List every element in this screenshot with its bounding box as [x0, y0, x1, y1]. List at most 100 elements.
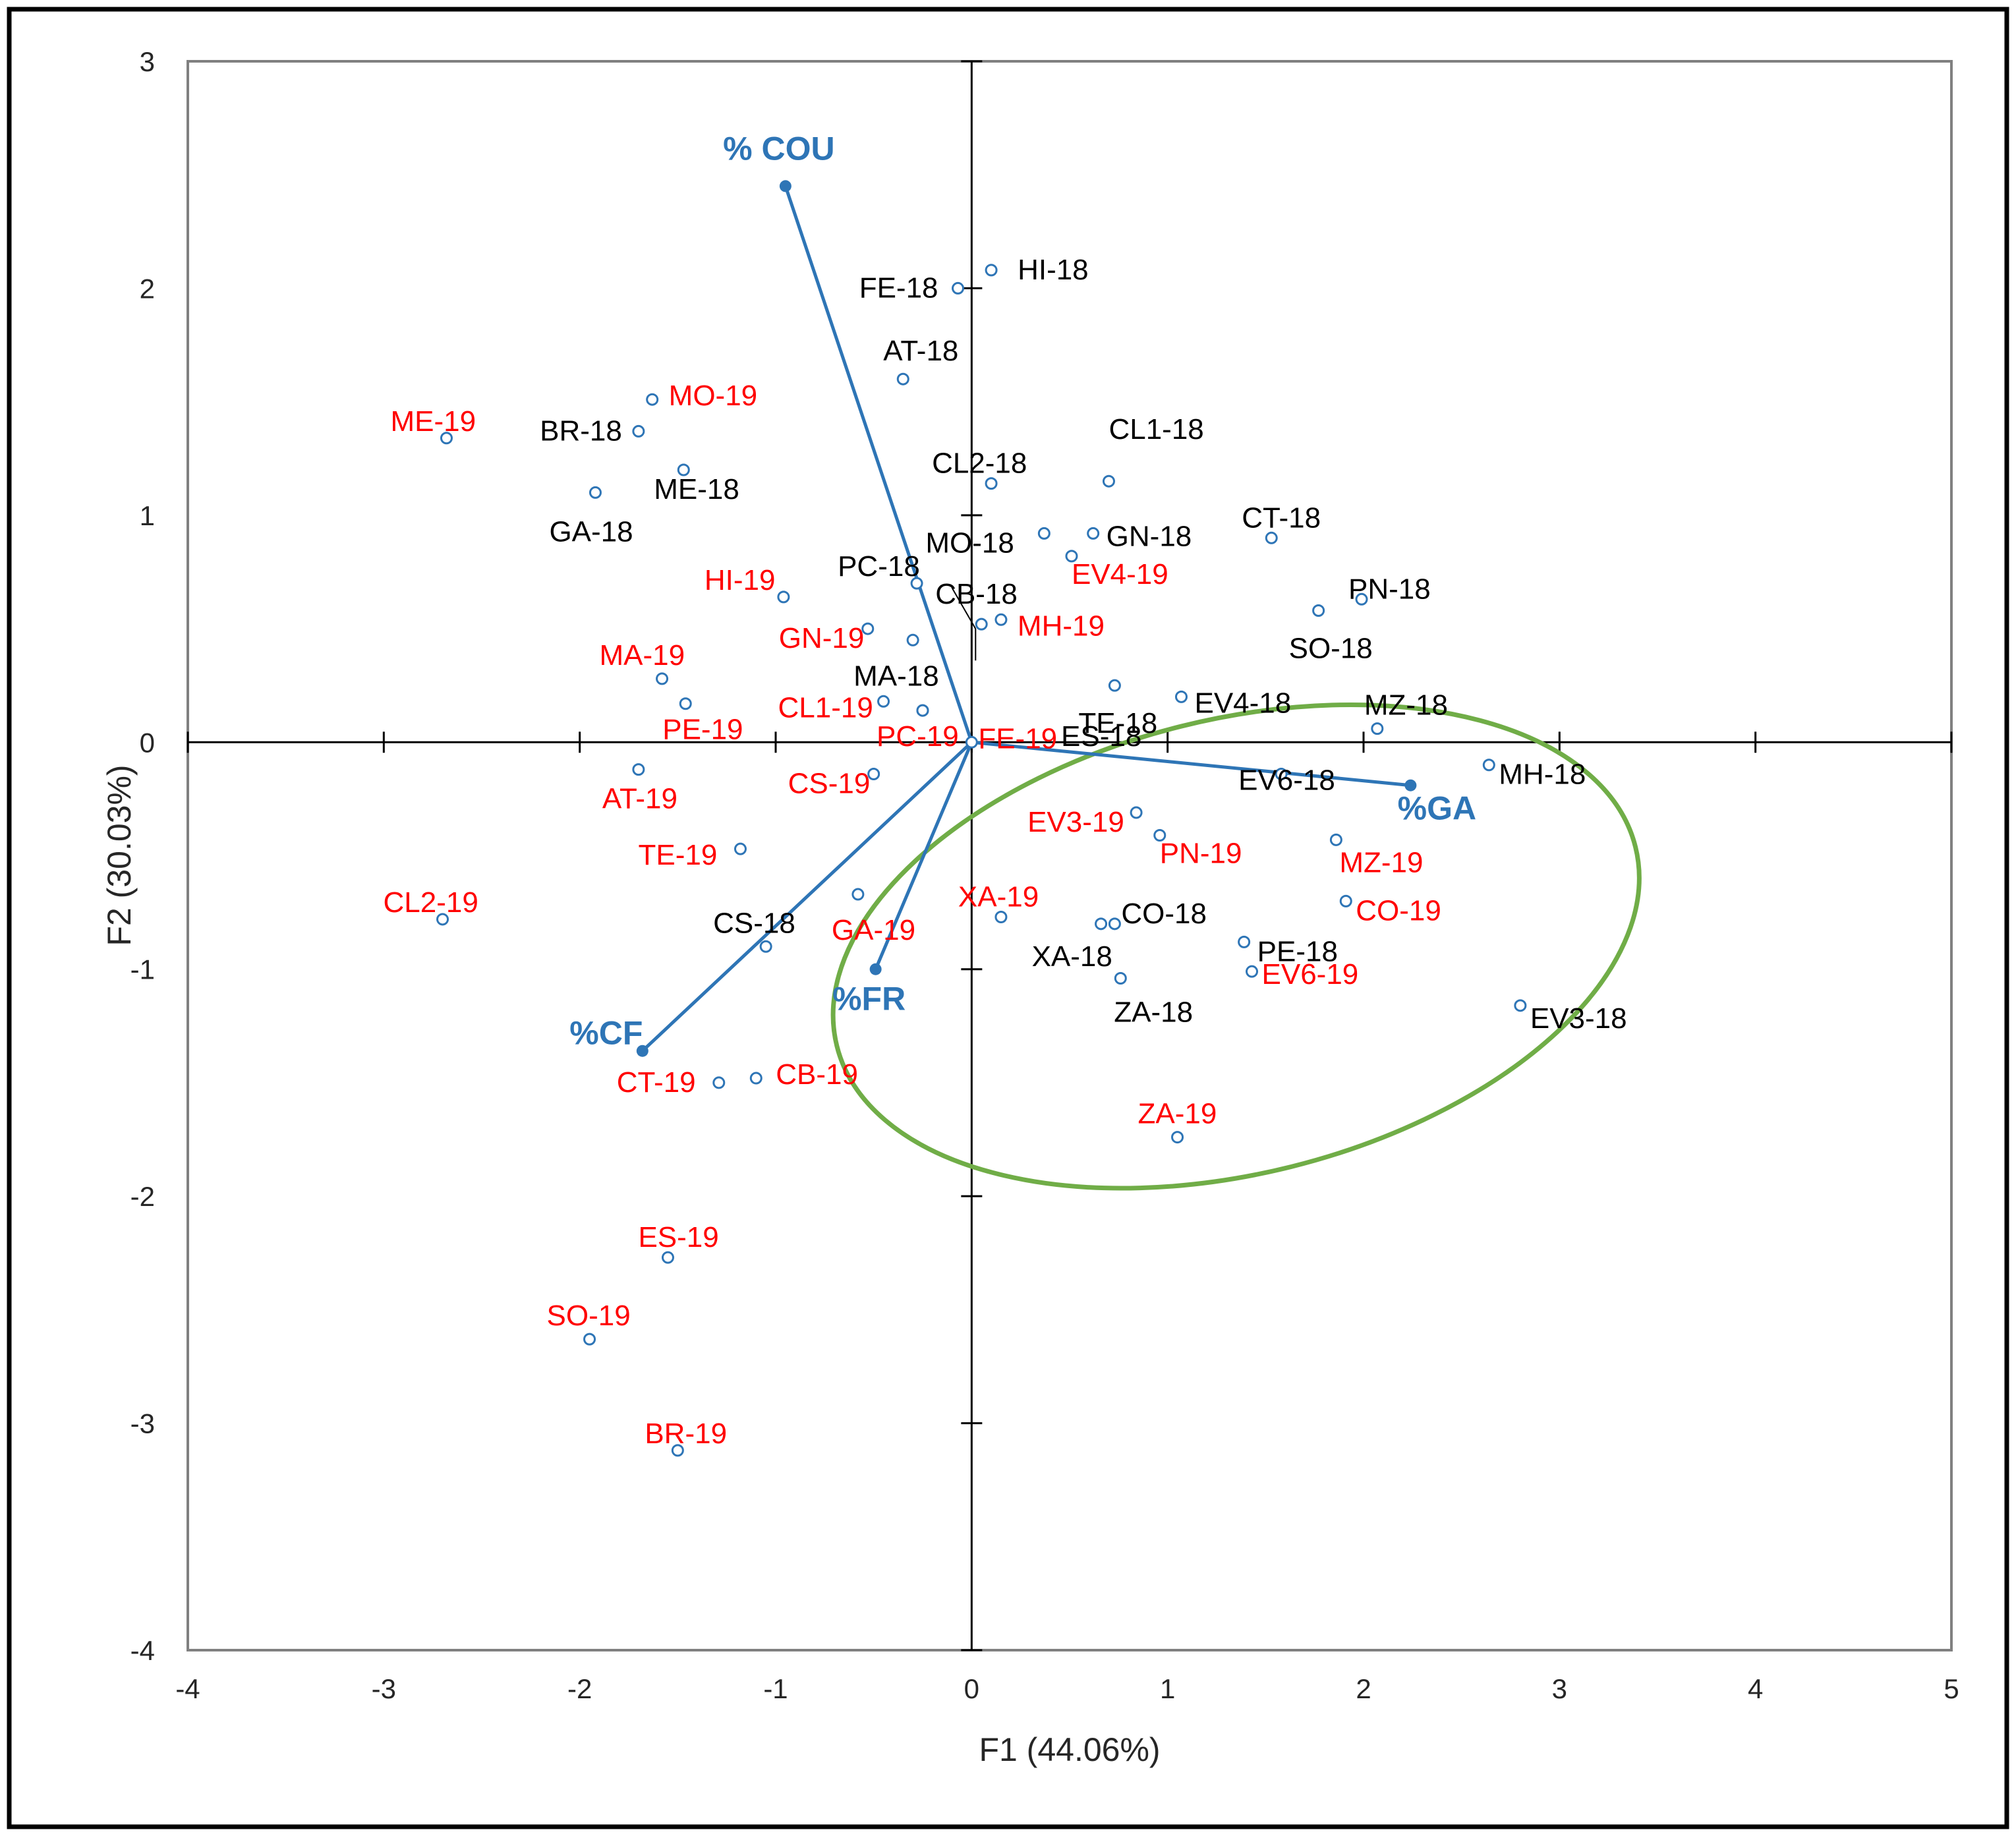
point-at-18: AT-18 — [883, 335, 958, 386]
point-label: PC-19 — [877, 720, 959, 753]
point-pn-18: PN-18 — [1348, 573, 1431, 606]
x-axis-title: F1 (44.06%) — [979, 1731, 1160, 1768]
point-marker — [1153, 829, 1166, 842]
point-label: MA-18 — [853, 660, 939, 692]
point-label: EV4-19 — [1072, 558, 1168, 590]
point-marker — [1174, 690, 1188, 703]
point-marker — [994, 613, 1008, 626]
point-label: ES-19 — [638, 1221, 718, 1253]
point-mz-19: MZ-19 — [1329, 833, 1423, 878]
point-ma-19: MA-19 — [600, 639, 685, 685]
point-ev4-18: EV4-18 — [1174, 687, 1291, 719]
point-cl2-19: CL2-19 — [384, 886, 478, 926]
point-marker — [1339, 894, 1352, 907]
point-so-18: SO-18 — [1289, 604, 1373, 665]
y-tick-label: -4 — [130, 1635, 155, 1666]
point-hi-18: HI-18 — [985, 254, 1089, 286]
vector-label: %FR — [832, 981, 906, 1018]
vector-endpoint — [869, 963, 882, 975]
point-label: XA-18 — [1032, 940, 1112, 973]
point-label: MA-19 — [600, 639, 685, 672]
point-label: HI-18 — [1018, 254, 1089, 286]
point-za-18: ZA-18 — [1114, 971, 1193, 1028]
point-marker — [734, 842, 747, 855]
x-tick-label: 0 — [964, 1673, 979, 1704]
point-pe-18: PE-18 — [1238, 935, 1338, 967]
y-tick-label: 0 — [140, 727, 155, 758]
point-marker — [1329, 833, 1342, 846]
point-marker — [1108, 679, 1121, 692]
point-marker — [661, 1251, 674, 1264]
point-label: XA-19 — [958, 880, 1039, 913]
point-br-19: BR-19 — [645, 1418, 727, 1457]
point-gn-19: GN-19 — [779, 622, 875, 654]
point-mo-19: MO-19 — [646, 380, 757, 412]
point-ev4-19: EV4-19 — [1065, 550, 1168, 590]
point-label: CB-18 — [935, 578, 1018, 610]
point-ct-19: CT-19 — [617, 1066, 726, 1099]
vector-label: %GA — [1398, 790, 1476, 827]
point-label: GN-18 — [1107, 520, 1192, 552]
point-label: EV6-18 — [1238, 764, 1335, 797]
point-marker — [440, 432, 453, 445]
point-marker — [1037, 527, 1051, 540]
point-co-18: CO-18 — [1108, 898, 1207, 931]
point-marker — [646, 393, 659, 406]
point-label: ES-18 — [1061, 720, 1141, 753]
point-label: ZA-18 — [1114, 996, 1193, 1028]
y-axis-title: F2 (30.03%) — [101, 764, 138, 946]
point-xa-19: XA-19 — [958, 880, 1039, 923]
point-marker — [671, 1444, 684, 1457]
point-label: TE-18 — [1078, 707, 1157, 739]
tick-labels: -4 -3 -2 -1 0 1 2 3 4 5 3 2 1 0 -1 -2 -3 -4 — [130, 46, 1959, 1704]
point-label: EV4-18 — [1194, 687, 1291, 719]
point-ev6-18: EV6-18 — [1238, 764, 1335, 797]
vector-pctga: %GA — [971, 740, 1476, 827]
x-tick-label: -4 — [175, 1673, 200, 1704]
point-marker — [677, 463, 690, 476]
point-marker — [906, 633, 919, 646]
vector-endpoint — [1404, 779, 1417, 791]
point-marker — [975, 617, 988, 631]
point-es-19: ES-19 — [638, 1221, 719, 1264]
point-label: SO-19 — [547, 1300, 631, 1332]
point-ev3-19: EV3-19 — [1027, 806, 1143, 838]
point-hi-19: HI-19 — [705, 564, 790, 604]
y-tick-label: 1 — [140, 500, 155, 531]
point-fe-19: FE-19 — [965, 722, 1057, 755]
point-marker — [1087, 527, 1100, 540]
point-marker — [1275, 768, 1288, 781]
point-ga-18: GA-18 — [549, 486, 633, 548]
point-marker — [749, 1072, 763, 1085]
point-label: CT-18 — [1242, 502, 1321, 534]
point-marker — [632, 763, 645, 776]
point-label: EV3-19 — [1027, 806, 1124, 838]
point-mo-18: MO-18 — [925, 527, 1051, 559]
point-ma-18: MA-18 — [853, 633, 939, 692]
point-label: AT-19 — [602, 783, 677, 815]
observation-points: FE-18 HI-18 AT-18 BR-18 ME-18 GA-18 CL1-18 CL2-… — [384, 254, 1627, 1457]
point-marker — [1130, 806, 1143, 819]
point-marker — [583, 1333, 596, 1346]
point-br-18: BR-18 — [540, 415, 645, 447]
y-tick-label: -1 — [130, 954, 155, 985]
y-tick-label: -2 — [130, 1181, 155, 1212]
point-label: ME-18 — [654, 473, 739, 505]
x-tick-label: 5 — [1944, 1673, 1959, 1704]
point-marker — [952, 281, 965, 295]
point-mh-18: MH-18 — [1482, 759, 1586, 791]
point-marker — [1108, 917, 1121, 931]
point-marker — [1171, 1131, 1184, 1144]
point-label: CL1-18 — [1109, 413, 1203, 445]
point-gn-18: GN-18 — [1087, 520, 1192, 552]
point-co-19: CO-19 — [1339, 894, 1441, 927]
point-cl1-19: CL1-19 — [778, 691, 890, 724]
point-mh-19: MH-19 — [994, 610, 1105, 642]
point-ev3-18: EV3-18 — [1514, 999, 1627, 1035]
point-cs-18: CS-18 — [713, 907, 795, 953]
point-cb-18: CB-18 — [935, 578, 1018, 631]
vector-label: %CF — [569, 1015, 643, 1052]
point-label: CL2-19 — [384, 886, 478, 919]
x-tick-label: 4 — [1748, 1673, 1763, 1704]
point-label: GA-19 — [832, 914, 915, 946]
